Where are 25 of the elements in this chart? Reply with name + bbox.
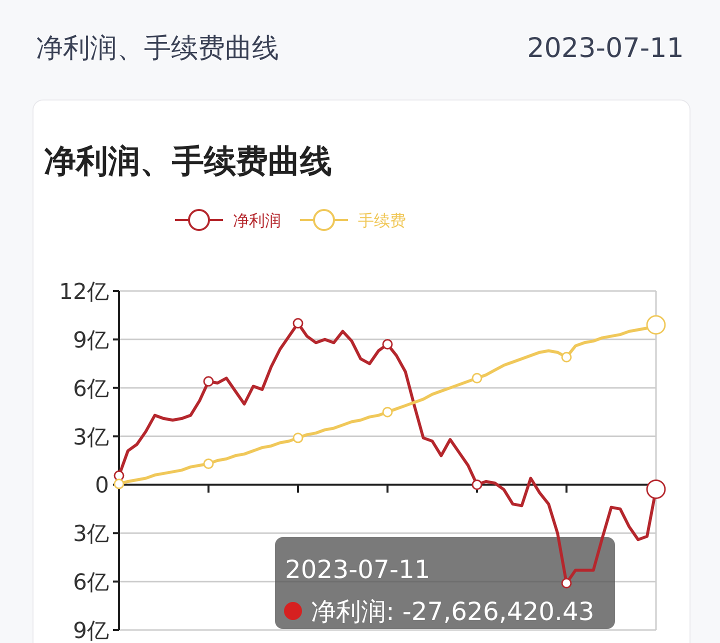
y-tick-label: 9亿 — [73, 619, 109, 643]
legend-label: 净利润 — [233, 211, 281, 230]
y-tick-label: 3亿 — [73, 425, 109, 450]
y-tick-label: 6亿 — [73, 376, 109, 402]
point — [292, 318, 304, 329]
point — [203, 376, 214, 387]
point — [472, 479, 482, 490]
y-tick-label: 9亿 — [73, 328, 109, 354]
legend-label: 手续费 — [358, 211, 406, 230]
chart-title: 净利润、手续费曲线 — [44, 142, 332, 180]
point — [203, 458, 214, 469]
annotation: 净利润: -27,626,420.43 — [311, 597, 594, 626]
text: 2023-07-11 — [527, 33, 684, 64]
point — [561, 578, 572, 588]
point — [472, 372, 482, 384]
y-tick-label: 3亿 — [73, 522, 109, 548]
y-tick-label: 0 — [95, 474, 109, 499]
point — [561, 352, 572, 362]
point — [382, 406, 393, 418]
point — [382, 339, 393, 350]
text: 净利润、手续费曲线 — [36, 33, 279, 64]
y-tick-label: 12亿 — [59, 280, 109, 305]
point — [292, 432, 304, 444]
y-tick-label: 6亿 — [73, 570, 109, 596]
annotation: 2023-07-11 — [285, 555, 430, 584]
